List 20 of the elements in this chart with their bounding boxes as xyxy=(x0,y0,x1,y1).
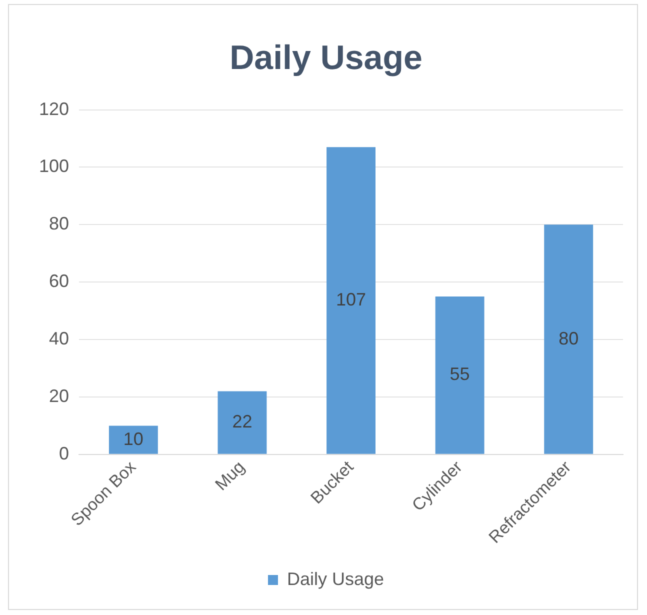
y-tick-label: 20 xyxy=(49,386,70,406)
y-tick-label: 120 xyxy=(38,98,70,119)
bar xyxy=(218,391,267,454)
bar xyxy=(326,147,376,454)
y-tick-label: 100 xyxy=(38,156,70,176)
x-tick-label: Mug xyxy=(212,457,248,494)
data-label: 22 xyxy=(232,412,252,432)
data-label: 107 xyxy=(336,289,366,310)
legend-label: Daily Usage xyxy=(286,568,384,589)
data-label: 80 xyxy=(558,328,579,348)
y-tick-label: 80 xyxy=(49,214,70,234)
bar xyxy=(108,426,158,454)
data-label: 10 xyxy=(123,428,144,449)
y-tick-label: 0 xyxy=(59,443,70,464)
y-tick-label: 60 xyxy=(49,271,70,292)
chart-title: Daily Usage xyxy=(230,38,422,77)
y-tick-label: 40 xyxy=(49,328,70,349)
bar xyxy=(435,296,484,454)
data-label: 55 xyxy=(450,364,470,384)
bar xyxy=(544,224,594,454)
